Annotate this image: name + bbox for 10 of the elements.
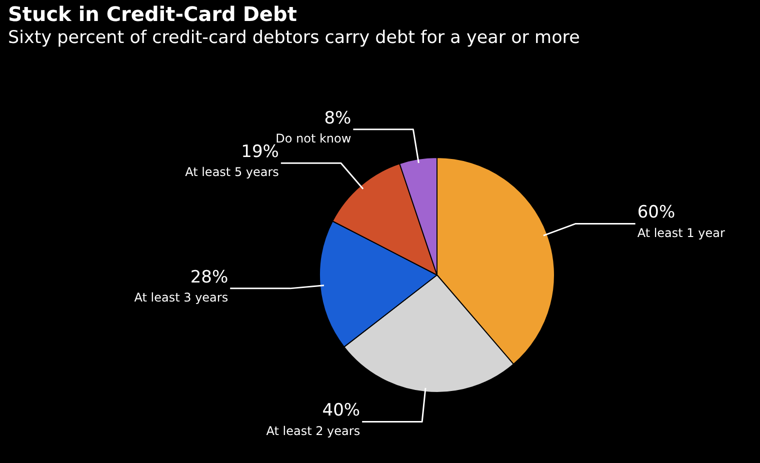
slice-label: At least 2 years [266, 424, 360, 438]
slice-label: At least 5 years [185, 165, 279, 180]
chart-subtitle: Sixty percent of credit-card debtors carry debt for a year or more [8, 28, 580, 48]
slice-label: At least 1 year [637, 226, 725, 240]
slice-label: At least 3 years [134, 290, 228, 305]
data-label: 28% [190, 267, 228, 288]
data-label: 40% [322, 400, 360, 421]
data-label: 60% [637, 202, 676, 223]
chart-title: Stuck in Credit-Card Debt [8, 2, 297, 26]
data-label: 8% [324, 108, 352, 128]
